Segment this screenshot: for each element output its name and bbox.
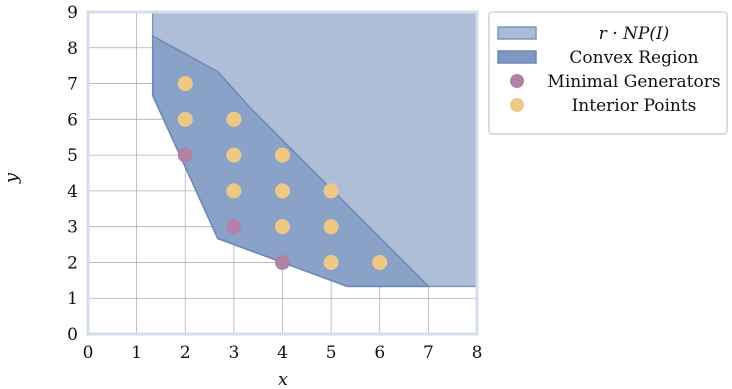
interior-point <box>323 254 339 270</box>
y-tick-label: 0 <box>67 325 78 345</box>
interior-point <box>323 183 339 199</box>
y-tick-label: 6 <box>67 110 78 130</box>
x-tick-label: 5 <box>326 343 337 363</box>
x-axis-label: x <box>278 369 288 389</box>
interior-point <box>372 254 388 270</box>
y-tick-label: 3 <box>67 218 78 238</box>
legend-entry-interior-points-label: Interior Points <box>572 96 697 116</box>
minimal-generator-point <box>275 254 290 270</box>
x-tick-labels: 0 1 2 3 4 5 6 7 8 <box>83 343 483 363</box>
minimal-generator-point <box>226 219 242 235</box>
x-tick-label: 1 <box>131 343 142 363</box>
y-tick-labels: 0 1 2 3 4 5 6 7 8 9 <box>67 3 78 345</box>
region-convex <box>151 34 431 288</box>
interior-point <box>226 111 242 127</box>
interior-point <box>275 219 290 235</box>
legend-entry-convex-label: Convex Region <box>569 48 698 68</box>
legend: r · NP(I) Convex Region Minimal Generators… <box>488 11 728 135</box>
interior-point <box>275 147 290 163</box>
y-tick-label: 4 <box>67 182 78 202</box>
legend-entry-interior-points-marker <box>510 98 524 112</box>
x-tick-label: 7 <box>423 343 434 363</box>
x-tick-label: 8 <box>472 343 483 363</box>
x-tick-label: 4 <box>277 343 288 363</box>
interior-point <box>177 111 193 127</box>
interior-point <box>275 183 290 199</box>
interior-point <box>323 219 339 235</box>
plot-frame <box>86 10 479 336</box>
interior-point <box>177 76 193 92</box>
y-tick-label: 8 <box>67 39 78 59</box>
y-tick-label: 5 <box>67 146 78 166</box>
y-tick-label: 2 <box>67 253 78 273</box>
x-tick-label: 6 <box>374 343 385 363</box>
x-tick-label: 0 <box>83 343 94 363</box>
x-tick-label: 3 <box>228 343 239 363</box>
legend-entry-np-label: r · NP(I) <box>599 24 670 44</box>
legend-box <box>488 11 728 135</box>
legend-entry-minimal-generators-label: Minimal Generators <box>547 72 720 92</box>
interior-point <box>226 147 242 163</box>
y-tick-label: 1 <box>67 289 78 309</box>
minimal-generator-point <box>177 147 193 163</box>
axes-frame <box>86 10 479 336</box>
legend-entry-minimal-generators-marker <box>510 74 524 88</box>
data-points <box>177 76 388 270</box>
y-tick-label: 9 <box>67 3 78 23</box>
y-tick-label: 7 <box>67 75 78 95</box>
interior-point <box>226 183 242 199</box>
x-tick-label: 2 <box>180 343 191 363</box>
legend-entry-convex-swatch <box>497 50 537 64</box>
legend-entry-np-swatch <box>497 26 537 40</box>
y-axis-label: y <box>1 172 22 184</box>
